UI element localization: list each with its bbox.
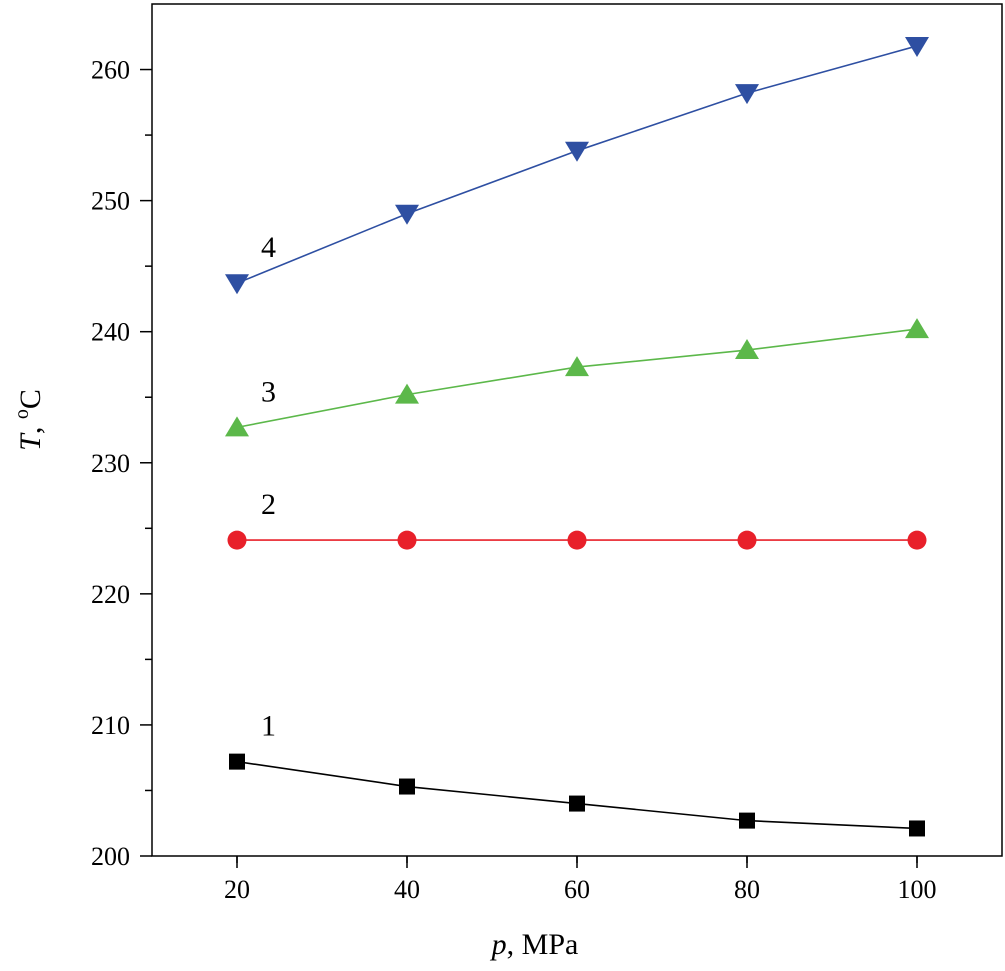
data-point-series-3 [395, 383, 419, 404]
y-axis-title: T, oC [11, 389, 47, 451]
data-point-series-2 [567, 530, 587, 550]
data-point-series-2 [907, 530, 927, 550]
data-point-series-4 [395, 204, 419, 225]
data-point-series-1 [739, 812, 755, 829]
data-point-series-4 [225, 274, 249, 295]
data-point-series-2 [397, 530, 417, 550]
y-tick-label: 250 [91, 187, 130, 216]
data-point-series-3 [225, 416, 249, 437]
x-axis-var: p [490, 928, 507, 961]
data-point-series-4 [565, 141, 589, 162]
x-axis-unit: , MPa [507, 928, 579, 961]
data-point-series-3 [905, 318, 929, 339]
data-point-series-1 [909, 820, 925, 837]
axis-tick-labels: 20 40 60 80 100 200 210 220 230 240 250 260 [91, 56, 937, 904]
y-axis-unit: , [14, 419, 47, 434]
axis-ticks [140, 68, 918, 868]
series-label-3: 3 [261, 375, 276, 408]
series-lines [236, 45, 918, 830]
series-labels: 1 2 3 4 [261, 231, 276, 742]
data-point-series-2 [227, 530, 247, 550]
data-point-series-2 [737, 530, 757, 550]
y-tick-label: 230 [91, 449, 130, 478]
data-point-series-1 [569, 795, 585, 812]
series-line-4 [236, 45, 918, 284]
x-tick-label: 80 [734, 875, 760, 904]
x-tick-label: 40 [394, 875, 420, 904]
y-axis-var: T [14, 432, 47, 451]
plot-border [151, 3, 1003, 857]
series-line-3 [236, 328, 918, 429]
y-tick-label: 240 [91, 318, 130, 347]
y-tick-label: 260 [91, 56, 130, 85]
series-markers [225, 36, 929, 837]
data-point-series-3 [565, 356, 589, 377]
y-tick-label: 200 [91, 842, 130, 871]
data-point-series-3 [735, 339, 759, 360]
data-point-series-1 [229, 753, 245, 770]
y-axis-celsius: C [14, 389, 47, 409]
data-point-series-4 [735, 84, 759, 105]
x-tick-label: 20 [224, 875, 250, 904]
y-tick-label: 220 [91, 580, 130, 609]
plot-frame [151, 3, 1003, 857]
series-label-4: 4 [261, 231, 276, 264]
data-point-series-4 [905, 36, 929, 57]
y-tick-label: 210 [91, 711, 130, 740]
y-axis-degree: o [11, 409, 33, 419]
series-label-1: 1 [261, 710, 276, 743]
x-tick-label: 60 [564, 875, 590, 904]
series-line-1 [236, 760, 918, 830]
x-axis-title: p, MPa [490, 928, 579, 961]
x-tick-label: 100 [898, 875, 937, 904]
data-point-series-1 [399, 778, 415, 795]
series-label-2: 2 [261, 488, 276, 521]
